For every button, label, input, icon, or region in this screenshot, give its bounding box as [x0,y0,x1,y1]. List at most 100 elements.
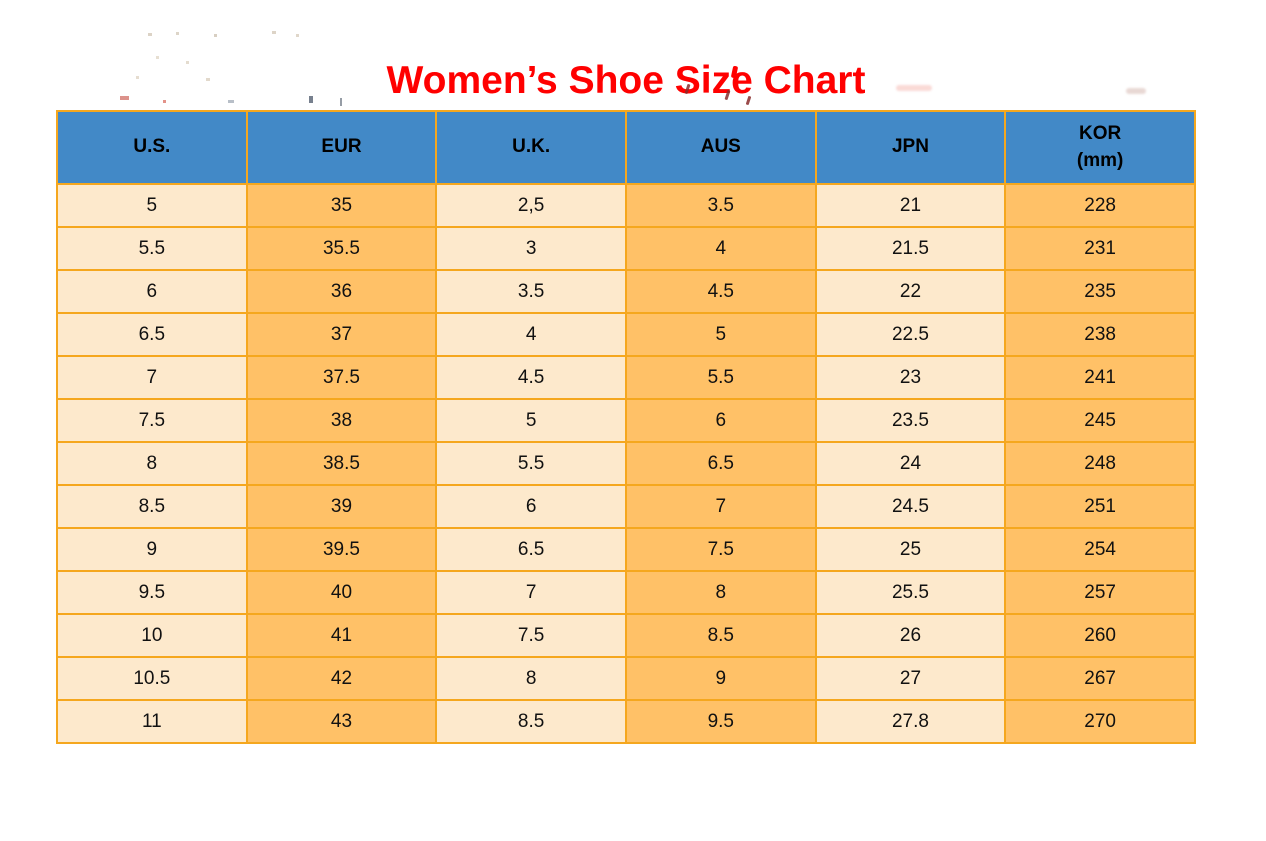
table-cell: 7.5 [56,398,248,443]
smudge-artifact [148,33,152,36]
table-cell: 254 [1004,527,1196,572]
table-cell: 36 [245,269,438,314]
table-cell: 3.5 [624,183,817,228]
table-cell: 37.5 [245,355,438,400]
table-cell: 7.5 [624,527,817,572]
column-header-kor-unit: (mm) [1076,149,1124,171]
table-cell: 39 [245,484,438,529]
table-cell: 43 [245,699,438,744]
table-cell: 235 [1004,269,1196,314]
table-cell: 25 [814,527,1007,572]
table-cell: 22 [814,269,1007,314]
table-cell: 4.5 [624,269,817,314]
table-cell: 7 [435,570,627,615]
table-cell: 228 [1004,183,1196,228]
column-header-aus: AUS [624,110,817,185]
table-row: 5 35 2,5 3.5 21 228 [56,183,1196,228]
shoe-size-table: U.S. EUR U.K. AUS JPN KOR (mm) 5 35 2,5 3.5… [56,110,1196,744]
table-cell: 23 [814,355,1007,400]
column-header-jpn: JPN [814,110,1007,185]
page-title: Women’s Shoe Size Chart [386,59,866,103]
table-row: 6 36 3.5 4.5 22 235 [56,269,1196,314]
table-cell: 6.5 [56,312,248,357]
table-cell: 238 [1004,312,1196,357]
table-cell: 248 [1004,441,1196,486]
table-cell: 245 [1004,398,1196,443]
table-cell: 5.5 [624,355,817,400]
table-cell: 4 [435,312,627,357]
table-cell: 38.5 [245,441,438,486]
table-cell: 7 [624,484,817,529]
size-table-body: 5 35 2,5 3.5 21 228 5.5 35.5 3 4 21.5 231 6 36 3.5 4.5 2… [56,183,1196,744]
table-row: 7.5 38 5 6 23.5 245 [56,398,1196,443]
table-cell: 5 [56,183,248,228]
table-row: 6.5 37 4 5 22.5 238 [56,312,1196,357]
smudge-artifact [296,34,299,37]
table-cell: 9 [624,656,817,701]
table-cell: 6 [435,484,627,529]
table-row: 7 37.5 4.5 5.5 23 241 [56,355,1196,400]
table-cell: 35.5 [245,226,438,271]
table-cell: 23.5 [814,398,1007,443]
table-cell: 41 [245,613,438,658]
table-cell: 251 [1004,484,1196,529]
table-row: 9.5 40 7 8 25.5 257 [56,570,1196,615]
column-header-us: U.S. [56,110,248,185]
table-cell: 5.5 [435,441,627,486]
table-row: 9 39.5 6.5 7.5 25 254 [56,527,1196,572]
table-cell: 39.5 [245,527,438,572]
table-cell: 3 [435,226,627,271]
table-cell: 7 [56,355,248,400]
table-cell: 24.5 [814,484,1007,529]
table-cell: 9.5 [56,570,248,615]
table-cell: 8 [56,441,248,486]
table-cell: 11 [56,699,248,744]
table-cell: 10.5 [56,656,248,701]
smudge-artifact [272,31,276,34]
table-cell: 21.5 [814,226,1007,271]
smudge-artifact [176,32,179,35]
table-cell: 6 [624,398,817,443]
table-cell: 4 [624,226,817,271]
table-cell: 231 [1004,226,1196,271]
table-cell: 2,5 [435,183,627,228]
column-header-kor: KOR (mm) [1004,110,1196,185]
table-cell: 6.5 [435,527,627,572]
table-row: 8 38.5 5.5 6.5 24 248 [56,441,1196,486]
table-cell: 4.5 [435,355,627,400]
table-cell: 8 [435,656,627,701]
table-row: 10 41 7.5 8.5 26 260 [56,613,1196,658]
table-row: 8.5 39 6 7 24.5 251 [56,484,1196,529]
table-cell: 22.5 [814,312,1007,357]
table-cell: 267 [1004,656,1196,701]
table-cell: 241 [1004,355,1196,400]
table-cell: 35 [245,183,438,228]
table-cell: 8.5 [56,484,248,529]
table-cell: 38 [245,398,438,443]
column-header-kor-label: KOR [1079,122,1122,144]
table-cell: 27 [814,656,1007,701]
table-row: 5.5 35.5 3 4 21.5 231 [56,226,1196,271]
table-cell: 8.5 [435,699,627,744]
table-cell: 27.8 [814,699,1007,744]
table-cell: 7.5 [435,613,627,658]
table-cell: 10 [56,613,248,658]
table-cell: 8 [624,570,817,615]
table-cell: 260 [1004,613,1196,658]
table-cell: 6 [56,269,248,314]
table-cell: 8.5 [624,613,817,658]
table-row: 10.5 42 8 9 27 267 [56,656,1196,701]
smudge-artifact [214,34,217,37]
table-cell: 21 [814,183,1007,228]
table-cell: 42 [245,656,438,701]
table-cell: 40 [245,570,438,615]
table-cell: 257 [1004,570,1196,615]
table-cell: 9.5 [624,699,817,744]
table-cell: 25.5 [814,570,1007,615]
table-cell: 3.5 [435,269,627,314]
table-row: 11 43 8.5 9.5 27.8 270 [56,699,1196,744]
table-cell: 26 [814,613,1007,658]
table-cell: 24 [814,441,1007,486]
column-header-eur: EUR [245,110,438,185]
table-cell: 270 [1004,699,1196,744]
